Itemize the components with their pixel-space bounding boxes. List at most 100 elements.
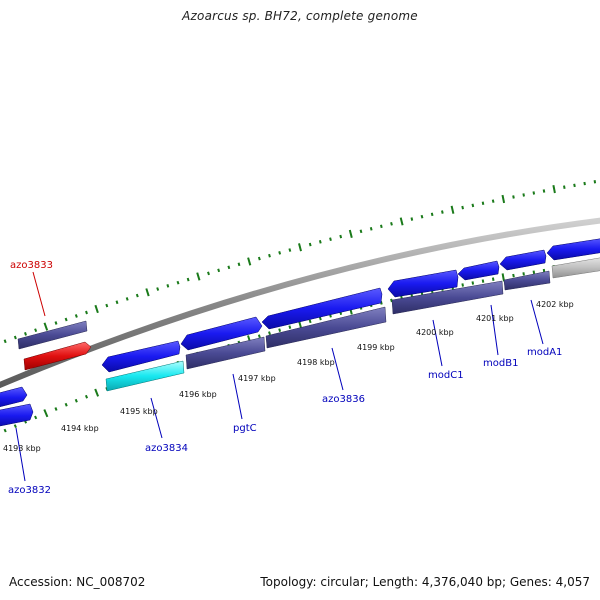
gene-blue-7[interactable] xyxy=(546,238,600,261)
gene-label-modC1[interactable]: modC1 xyxy=(428,370,464,381)
minor-tick xyxy=(156,287,160,291)
gene-blue-2[interactable] xyxy=(180,316,263,351)
gene-blue-5[interactable] xyxy=(457,260,500,281)
inner-gene-track xyxy=(0,257,600,427)
major-tick xyxy=(94,388,100,397)
minor-tick xyxy=(13,335,17,340)
label-leaders xyxy=(15,271,544,482)
minor-tick xyxy=(237,262,241,267)
gene-blue-azo3832[interactable] xyxy=(0,403,34,427)
minor-tick xyxy=(288,248,292,252)
minor-tick xyxy=(257,256,261,261)
minor-tick xyxy=(105,303,109,308)
major-tick xyxy=(247,257,252,266)
minor-tick xyxy=(430,212,434,217)
minor-tick xyxy=(420,214,424,219)
minor-tick xyxy=(186,277,190,282)
minor-tick xyxy=(532,270,536,274)
minor-tick xyxy=(34,415,38,420)
minor-tick xyxy=(308,242,312,247)
major-tick xyxy=(94,304,99,314)
major-tick xyxy=(450,205,455,214)
kbp-scale-labels: 4193 kbp 4194 kbp 4195 kbp 4196 kbp 4197… xyxy=(3,300,574,453)
minor-tick xyxy=(64,317,68,322)
major-tick xyxy=(399,217,404,226)
gene-label-azo3832[interactable]: azo3832 xyxy=(8,485,51,496)
gene-slate-upper-left[interactable] xyxy=(17,320,88,350)
minor-tick xyxy=(471,281,475,285)
minor-tick xyxy=(441,210,444,214)
gene-red-azo3833[interactable] xyxy=(23,341,92,371)
major-tick xyxy=(348,229,353,239)
minor-tick xyxy=(532,191,536,195)
gene-slate-modB1[interactable] xyxy=(503,270,551,291)
minor-tick xyxy=(390,298,393,303)
minor-tick xyxy=(268,331,271,336)
kbp-label: 4200 kbp xyxy=(416,328,454,337)
minor-tick xyxy=(512,273,515,278)
minor-tick xyxy=(3,339,7,344)
minor-tick xyxy=(74,398,78,403)
gene-blue-1[interactable] xyxy=(101,340,181,373)
gene-slate-azo3836[interactable] xyxy=(265,306,387,349)
minor-tick xyxy=(563,185,566,189)
major-tick xyxy=(43,322,49,331)
major-tick xyxy=(552,185,556,194)
minor-tick xyxy=(481,279,485,283)
gene-label-azo3836[interactable]: azo3836 xyxy=(322,394,365,405)
gene-label-azo3834[interactable]: azo3834 xyxy=(145,443,188,454)
gene-cyan-azo3834[interactable] xyxy=(105,360,185,392)
gene-label-azo3833[interactable]: azo3833 xyxy=(10,260,53,271)
minor-tick xyxy=(491,199,495,203)
major-tick xyxy=(501,194,506,204)
upper-tick-track xyxy=(3,180,597,344)
gene-blue-left-a[interactable] xyxy=(0,386,28,408)
minor-tick xyxy=(542,189,546,193)
minor-tick xyxy=(34,328,38,333)
minor-tick xyxy=(583,181,586,186)
outer-gene-track xyxy=(0,238,600,408)
minor-tick xyxy=(3,428,7,433)
kbp-label: 4194 kbp xyxy=(61,424,99,433)
minor-tick xyxy=(522,193,525,197)
gene-slate-pgtC-a[interactable] xyxy=(185,336,266,370)
minor-tick xyxy=(54,321,58,325)
gene-blue-6[interactable] xyxy=(499,249,547,271)
minor-tick xyxy=(593,180,597,184)
kbp-label: 4196 kbp xyxy=(179,390,217,399)
gene-label-modA1[interactable]: modA1 xyxy=(527,347,562,358)
gene-label-pgtC[interactable]: pgtC xyxy=(233,423,257,434)
gene-blue-3[interactable] xyxy=(261,287,383,330)
minor-tick xyxy=(85,310,88,315)
minor-tick xyxy=(227,265,231,270)
minor-tick xyxy=(369,227,373,231)
gene-label-modB1[interactable]: modB1 xyxy=(483,358,518,369)
minor-tick xyxy=(390,222,393,226)
minor-tick xyxy=(176,280,180,285)
minor-tick xyxy=(329,237,332,241)
minor-tick xyxy=(135,293,139,298)
gene-gray-modA1[interactable] xyxy=(551,257,600,279)
minor-tick xyxy=(522,272,525,276)
minor-tick xyxy=(115,300,119,305)
kbp-label: 4202 kbp xyxy=(536,300,574,309)
genome-title: Azoarcus sp. BH72, complete genome xyxy=(182,9,418,23)
kbp-label: 4199 kbp xyxy=(357,343,395,352)
minor-tick xyxy=(461,205,464,210)
gene-blue-4[interactable] xyxy=(387,269,459,298)
minor-tick xyxy=(84,394,89,399)
minor-tick xyxy=(573,183,576,188)
gene-slate-modC1[interactable] xyxy=(391,280,504,315)
minor-tick xyxy=(278,328,282,332)
minor-tick xyxy=(207,271,210,276)
major-tick xyxy=(298,243,302,252)
minor-tick xyxy=(24,331,27,336)
minor-tick xyxy=(339,234,343,239)
minor-tick xyxy=(257,334,261,338)
gene-labels: azo3833 azo3832 azo3834 pgtC azo3836 mod… xyxy=(8,260,562,496)
accession-text: Accession: NC_008702 xyxy=(9,575,146,589)
minor-tick xyxy=(308,319,312,324)
minor-tick xyxy=(64,402,68,407)
kbp-label: 4198 kbp xyxy=(297,358,335,367)
